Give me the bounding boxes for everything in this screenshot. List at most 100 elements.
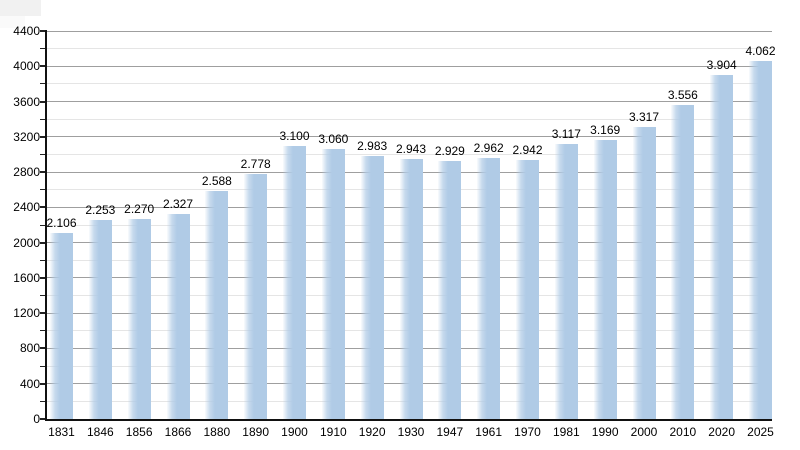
y-axis-tick (40, 382, 46, 385)
bar-value-label: 2.962 (473, 140, 504, 155)
y-axis-line (45, 30, 47, 421)
x-axis-tick-label: 2025 (747, 425, 774, 439)
bar (127, 218, 151, 419)
y-axis-tick (40, 100, 46, 103)
y-axis-tick-label: 3600 (13, 94, 40, 109)
y-axis-tick (40, 276, 46, 279)
y-axis-tick-label: 2000 (13, 235, 40, 250)
y-axis-tick-label: 4400 (13, 24, 40, 38)
x-axis-tick-label: 1846 (86, 425, 114, 439)
y-axis-tick (40, 330, 46, 332)
x-axis-tick-label: 1930 (397, 425, 425, 439)
bar (205, 190, 229, 419)
x-axis-tick-label: 1900 (281, 425, 308, 439)
x-axis-tick-label: 2000 (630, 425, 658, 439)
bar (749, 60, 772, 419)
bar (438, 160, 462, 419)
y-axis-tick (40, 171, 46, 174)
bar-value-label: 2.983 (357, 138, 388, 153)
major-gridline (47, 30, 772, 32)
y-axis-tick (40, 365, 46, 367)
bar (399, 159, 423, 419)
x-axis-tick-label: 2020 (708, 425, 735, 439)
y-axis-tick (40, 135, 46, 138)
y-axis-tick-label: 1600 (13, 270, 40, 285)
bar (671, 105, 695, 419)
y-axis-tick-label: 2800 (13, 165, 40, 180)
y-axis-tick (40, 400, 46, 402)
bar (244, 174, 268, 419)
bar (477, 157, 501, 419)
x-axis-tick-label: 1856 (125, 425, 153, 439)
bar (283, 145, 306, 419)
y-axis-tick (40, 312, 46, 315)
minor-gridline (47, 153, 772, 155)
y-axis-tick (40, 30, 46, 32)
bar-value-label: 2.929 (434, 143, 465, 158)
bar (593, 139, 617, 419)
bar-value-label: 2.327 (162, 196, 194, 211)
y-axis-tick (40, 241, 46, 244)
y-axis-tick-label: 0 (33, 412, 40, 426)
y-axis-tick-label: 4000 (13, 59, 40, 74)
x-axis-tick-label: 1990 (591, 425, 619, 439)
x-axis-tick-label: 1970 (514, 425, 541, 439)
bar (321, 149, 345, 419)
x-axis-tick-label: 1947 (436, 425, 464, 439)
x-axis-tick-label: 1981 (552, 425, 580, 439)
y-axis-tick-label: 1200 (13, 306, 40, 321)
y-axis-tick (40, 189, 46, 191)
bar-value-label: 3.100 (279, 128, 310, 143)
bar-value-label: 3.060 (318, 132, 349, 147)
bar (88, 220, 112, 419)
bar (360, 155, 384, 419)
x-axis-tick-label: 2010 (669, 425, 697, 439)
x-axis-tick-label: 1831 (48, 425, 75, 439)
y-axis-tick (40, 153, 46, 155)
bar-value-label: 2.943 (395, 142, 427, 157)
y-axis-tick (40, 347, 46, 350)
x-axis-line (45, 419, 772, 421)
bar-value-label: 2.588 (201, 173, 232, 188)
x-axis-tick-label: 1890 (242, 425, 269, 439)
y-axis-tick (40, 295, 46, 297)
bar-value-label: 4.062 (745, 43, 776, 58)
y-axis-tick-label: 400 (19, 376, 40, 391)
minor-gridline (47, 118, 772, 120)
x-axis-tick-label: 1880 (203, 425, 231, 439)
major-gridline (47, 65, 772, 67)
y-axis-tick (40, 65, 46, 68)
y-axis-tick (40, 118, 46, 120)
bar-value-label: 3.169 (590, 122, 621, 137)
bar (554, 144, 578, 419)
major-gridline (47, 101, 772, 103)
y-axis-tick (40, 206, 46, 209)
y-axis-tick (40, 418, 46, 420)
x-axis-tick-label: 1910 (319, 425, 347, 439)
bar-value-label: 3.317 (628, 109, 660, 124)
bar (50, 233, 73, 419)
bar-value-label: 3.556 (667, 88, 698, 103)
bar (166, 213, 190, 419)
bar-value-label: 2.253 (85, 203, 116, 218)
y-axis-tick-label: 800 (19, 341, 40, 356)
minor-gridline (47, 48, 772, 50)
bar-value-label: 2.942 (512, 142, 543, 157)
x-axis-tick-label: 1866 (164, 425, 192, 439)
major-gridline (47, 136, 772, 138)
bar (516, 159, 539, 419)
y-axis-tick (40, 48, 46, 50)
bar-value-label: 2.106 (46, 216, 77, 231)
y-axis-tick (40, 224, 46, 226)
y-axis-tick-label: 3200 (13, 129, 40, 144)
bar-value-label: 3.117 (551, 127, 581, 142)
bar (710, 74, 734, 419)
y-axis-tick (40, 259, 46, 261)
bar-value-label: 2.270 (124, 201, 155, 216)
x-axis-tick-label: 1920 (358, 425, 386, 439)
corner-artifact-secondary (0, 16, 25, 28)
minor-gridline (47, 83, 772, 85)
bar-value-label: 2.778 (240, 157, 271, 172)
